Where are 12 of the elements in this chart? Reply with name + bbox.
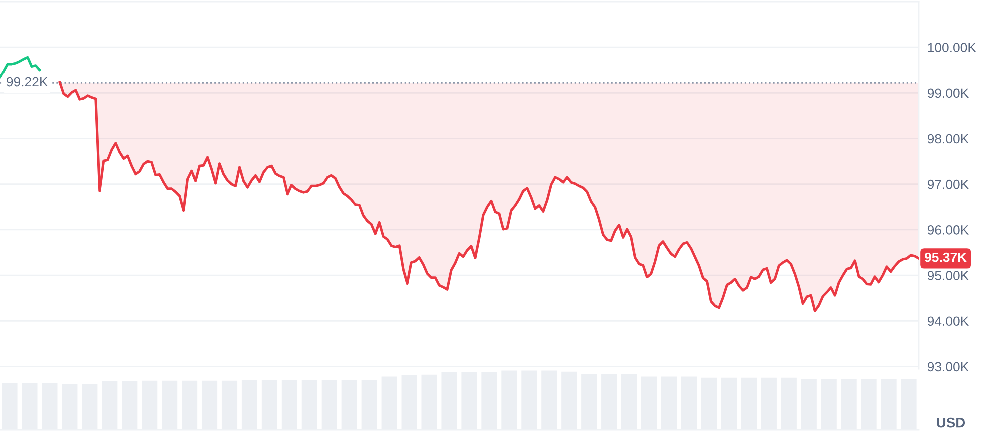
y-tick-label: 100.00K [928, 43, 976, 52]
line-series [0, 56, 42, 79]
y-tick-label: 96.00K [928, 226, 970, 235]
y-tick-label: 94.00K [928, 316, 970, 326]
text: 95.37K [925, 252, 967, 262]
y-tick-label: 95.00K [928, 271, 970, 280]
y-tick-label: 99.00K [928, 88, 970, 98]
y-tick-label: 98.00K [928, 134, 970, 144]
y-axis-title: USD [937, 418, 966, 428]
ref-line-label: 99.22K [7, 77, 48, 87]
y-tick-label: 93.00K [928, 362, 970, 372]
y-tick-label: 97.00K [928, 180, 970, 190]
